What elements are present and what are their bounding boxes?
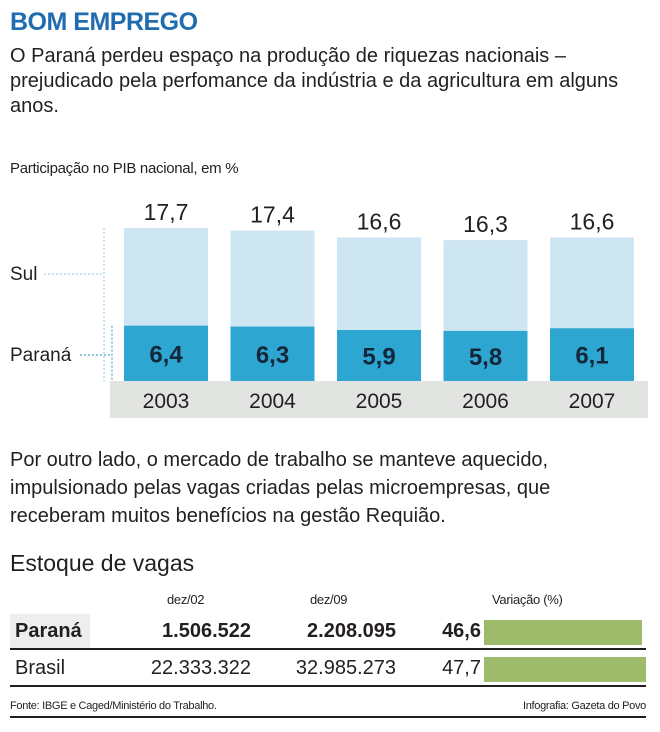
value-label-parana: 6,1 bbox=[575, 343, 608, 370]
bar-parana bbox=[124, 325, 208, 381]
table-row-brasil: Brasil 22.333.322 32.985.273 47,7 bbox=[10, 651, 646, 687]
year-tick-label: 2007 bbox=[569, 390, 616, 413]
bar-chart: 17,7 6,4 2003 17,4 6,3 2004 16,6 5,9 2005 16,3 5,8… bbox=[10, 199, 648, 418]
variation-bar bbox=[484, 657, 646, 682]
intro-text: O Paraná perdeu espaço na produção de ri… bbox=[10, 45, 619, 117]
cell-dez02: 22.333.322 bbox=[150, 657, 251, 679]
row-label-bg bbox=[10, 614, 90, 648]
value-label-parana: 6,4 bbox=[149, 341, 183, 368]
body-text: Por outro lado, o mercado de trabalho se… bbox=[10, 449, 551, 527]
value-label-sul: 16,6 bbox=[357, 209, 402, 235]
row-name: Brasil bbox=[15, 657, 66, 679]
cell-dez09: 32.985.273 bbox=[295, 657, 396, 679]
cell-variacao: 47,7 bbox=[442, 657, 481, 679]
value-label-sul: 17,4 bbox=[250, 202, 295, 228]
credit-note: Infografia: Gazeta do Povo bbox=[522, 700, 646, 712]
value-label-sul: 16,6 bbox=[570, 209, 615, 235]
year-tick-label: 2003 bbox=[143, 390, 190, 413]
year-tick-label: 2006 bbox=[462, 390, 509, 413]
bar-parana bbox=[337, 330, 421, 381]
value-label-parana: 6,3 bbox=[256, 342, 289, 369]
year-tick-label: 2005 bbox=[356, 390, 403, 413]
table-row-parana: Paraná 1.506.522 2.208.095 46,6 bbox=[10, 614, 646, 650]
year-band bbox=[110, 381, 648, 418]
header-dez09: dez/09 bbox=[310, 592, 348, 607]
value-label-sul: 17,7 bbox=[144, 199, 189, 225]
value-label-parana: 5,9 bbox=[362, 344, 395, 371]
bar-parana bbox=[550, 328, 634, 381]
row-name: Paraná bbox=[15, 620, 82, 642]
table-title: Estoque de vagas bbox=[10, 550, 195, 576]
header-dez02: dez/02 bbox=[167, 592, 205, 607]
legend-parana: Paraná bbox=[10, 345, 72, 366]
variation-bar bbox=[484, 620, 643, 645]
value-label-sul: 16,3 bbox=[463, 211, 508, 237]
cell-variacao: 46,6 bbox=[442, 620, 481, 642]
cell-dez09: 2.208.095 bbox=[307, 620, 396, 642]
bar-parana bbox=[230, 326, 315, 381]
bar-parana bbox=[443, 330, 528, 381]
cell-dez02: 1.506.522 bbox=[162, 620, 251, 642]
headline: BOM EMPREGO bbox=[10, 8, 198, 36]
year-tick-label: 2004 bbox=[249, 390, 296, 413]
legend-sul: Sul bbox=[10, 264, 37, 285]
chart-title: Participação no PIB nacional, em % bbox=[10, 160, 239, 177]
value-label-parana: 5,8 bbox=[469, 344, 502, 371]
header-variacao: Variação (%) bbox=[492, 592, 563, 607]
source-note: Fonte: IBGE e Caged/Ministério do Trabal… bbox=[10, 700, 217, 712]
footer-rule bbox=[10, 716, 646, 718]
